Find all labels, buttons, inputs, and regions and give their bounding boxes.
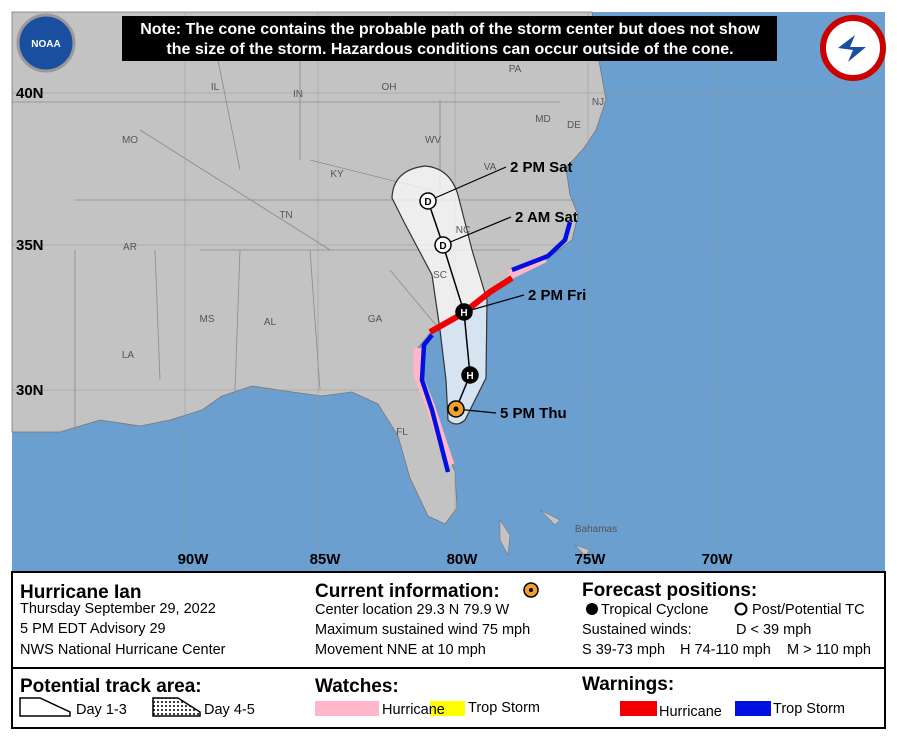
- watches-title: Watches:: [315, 676, 399, 697]
- storm-date: Thursday September 29, 2022: [20, 601, 216, 617]
- legend-text: D < 39 mph: [736, 622, 811, 638]
- legend-text: Trop Storm: [773, 701, 845, 717]
- note-line: Note: The cone contains the probable pat…: [140, 21, 760, 38]
- state-label: NJ: [592, 97, 604, 108]
- state-label: MS: [200, 314, 215, 325]
- advisory: 5 PM EDT Advisory 29: [20, 621, 166, 637]
- forecast-position: [455, 303, 473, 321]
- label-leader: [427, 166, 507, 202]
- state-label: SC: [433, 270, 447, 281]
- label-leader: [463, 294, 525, 313]
- legend-text: Post/Potential TC: [752, 602, 865, 618]
- state-borders: [12, 19, 580, 430]
- forecast-label: 5 PM Thu: [500, 405, 567, 422]
- day13-icon: [19, 697, 71, 717]
- legend-text: Day 1-3: [76, 702, 127, 718]
- forecast-label: 2 AM Sat: [515, 209, 578, 226]
- forecast-label: 2 PM Sat: [510, 159, 573, 176]
- lon-label: 80W: [447, 551, 479, 568]
- tc-icon: [586, 603, 598, 615]
- state-label: AL: [264, 317, 277, 328]
- state-label: LA: [122, 350, 135, 361]
- storm-name: Hurricane Ian: [20, 582, 141, 603]
- legend-text: H 74-110 mph: [680, 642, 771, 658]
- nws-bolt: [838, 35, 866, 62]
- bahamas: [499, 509, 591, 557]
- lat-label: 30N: [16, 382, 44, 399]
- noaa-logo-text: NOAA: [31, 39, 60, 50]
- forecast-label: 2 PM Fri: [528, 287, 586, 304]
- legend-text: M > 110 mph: [787, 642, 871, 658]
- warning-hurricane-swatch: [620, 701, 657, 716]
- state-label: NC: [456, 225, 470, 236]
- track-area-title: Potential track area:: [20, 676, 202, 697]
- state-label: IL: [211, 82, 220, 93]
- state-label: MD: [535, 114, 551, 125]
- warning-trop-storm: [419, 221, 573, 473]
- current-title: Current information:: [315, 581, 500, 602]
- forecast-position: [434, 236, 452, 254]
- watch-hurricane-swatch: [315, 701, 379, 716]
- state-label: MO: [122, 135, 138, 146]
- cone: [391, 165, 488, 425]
- forecast-letter: H: [460, 308, 467, 319]
- day45-icon: [152, 697, 201, 717]
- label-leader: [442, 216, 512, 246]
- post-tc-icon: [734, 602, 748, 616]
- legend-text: Day 4-5: [204, 702, 255, 718]
- current-position-dot: [453, 406, 459, 412]
- lon-label: 70W: [702, 551, 734, 568]
- legend-text: Sustained winds:: [582, 622, 692, 638]
- state-label: VA: [484, 162, 497, 173]
- state-label: FL: [396, 427, 408, 438]
- forecast-position: [419, 192, 437, 210]
- noaa-logo: [16, 13, 76, 73]
- state-label: DE: [567, 120, 581, 131]
- forecast-title: Forecast positions:: [582, 580, 757, 601]
- lon-label: 85W: [310, 551, 342, 568]
- legend-text: Trop Storm: [468, 700, 540, 716]
- lat-label: 40N: [16, 85, 44, 102]
- state-label: PA: [509, 64, 522, 75]
- note-line: the size of the storm. Hazardous conditi…: [166, 41, 733, 58]
- legend-text: Hurricane: [382, 702, 445, 718]
- lon-label: 90W: [178, 551, 210, 568]
- forecast-letter: D: [424, 197, 431, 208]
- state-label: WV: [425, 135, 441, 146]
- state-label: GA: [368, 314, 383, 325]
- state-label: AR: [123, 242, 137, 253]
- place-label: Bahamas: [575, 524, 617, 535]
- warning-hurricane: [428, 275, 514, 335]
- forecast-position: [461, 366, 479, 384]
- current-icon-dot: [529, 588, 533, 592]
- source: NWS National Hurricane Center: [20, 642, 226, 658]
- map: [11, 11, 886, 572]
- watch-trop-swatch: [430, 701, 465, 716]
- legend-text: Hurricane: [659, 704, 722, 720]
- note-box: [122, 16, 777, 61]
- warnings-title: Warnings:: [582, 674, 674, 695]
- state-label: OH: [382, 82, 397, 93]
- state-label: TN: [279, 210, 292, 221]
- state-label: IN: [293, 89, 303, 100]
- lat-label: 35N: [16, 237, 44, 254]
- state-label: KY: [330, 169, 344, 180]
- current-line: Maximum sustained wind 75 mph: [315, 622, 530, 638]
- legend-text: S 39-73 mph: [582, 642, 665, 658]
- forecast-letter: H: [466, 371, 473, 382]
- legend-text: Tropical Cyclone: [601, 602, 708, 618]
- lon-label: 75W: [575, 551, 607, 568]
- forecast-letter: D: [439, 241, 446, 252]
- warning-trop-swatch: [735, 701, 771, 716]
- current-line: Movement NNE at 10 mph: [315, 642, 486, 658]
- current-line: Center location 29.3 N 79.9 W: [315, 602, 510, 618]
